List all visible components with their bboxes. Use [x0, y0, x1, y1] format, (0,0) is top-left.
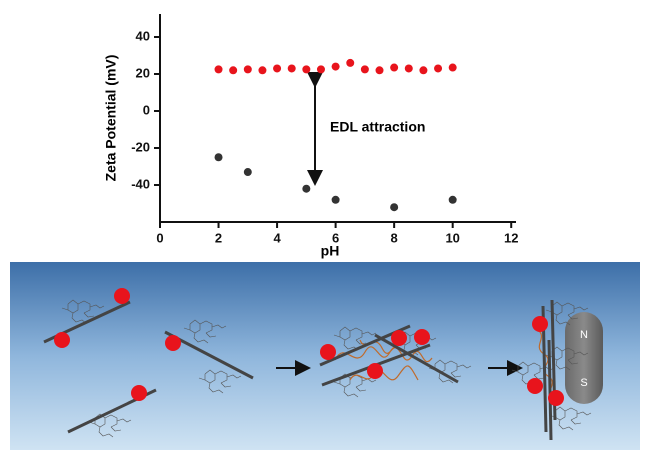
point [434, 64, 443, 73]
point [419, 66, 428, 75]
point [448, 195, 457, 204]
point [331, 62, 340, 71]
x-tick-label: 10 [445, 230, 459, 245]
flakes-left [43, 288, 254, 438]
x-tick-label: 4 [273, 230, 281, 245]
point [243, 65, 252, 74]
magnetic-chain: N S [511, 299, 603, 441]
point [302, 184, 311, 193]
point [390, 63, 399, 72]
x-tick-label: 6 [332, 230, 339, 245]
x-tick-label: 12 [504, 230, 518, 245]
point [214, 65, 223, 74]
y-tick-label: 0 [143, 102, 150, 117]
y-tick-label: 20 [136, 65, 150, 80]
point [302, 65, 311, 74]
magnet [565, 312, 603, 404]
aggregate [319, 324, 472, 398]
point [316, 65, 325, 74]
schematic: N S [10, 262, 640, 450]
x-tick-label: 8 [391, 230, 398, 245]
point [273, 64, 282, 73]
point [243, 168, 252, 177]
point [346, 58, 355, 67]
y-tick-label: -20 [131, 139, 150, 154]
x-tick-label: 2 [215, 230, 222, 245]
y-axis-label: Zeta Potential (mV) [103, 55, 119, 182]
x-axis-label: pH [321, 243, 340, 259]
x-tick-label: 0 [156, 230, 163, 245]
magnet-south: S [580, 377, 587, 389]
y-tick-label: 40 [136, 28, 150, 43]
plot: pH Zeta Potential (mV) EDL attraction -4… [103, 14, 518, 259]
point [448, 63, 457, 72]
point [287, 64, 296, 73]
point [229, 66, 238, 75]
point [375, 66, 384, 75]
point [360, 65, 369, 74]
point [258, 66, 267, 75]
point [390, 203, 399, 212]
point [404, 64, 413, 73]
y-tick-label: -40 [131, 176, 150, 191]
point [214, 153, 223, 162]
annotation: EDL attraction [330, 119, 425, 135]
point [331, 195, 340, 204]
magnet-north: N [580, 329, 588, 341]
